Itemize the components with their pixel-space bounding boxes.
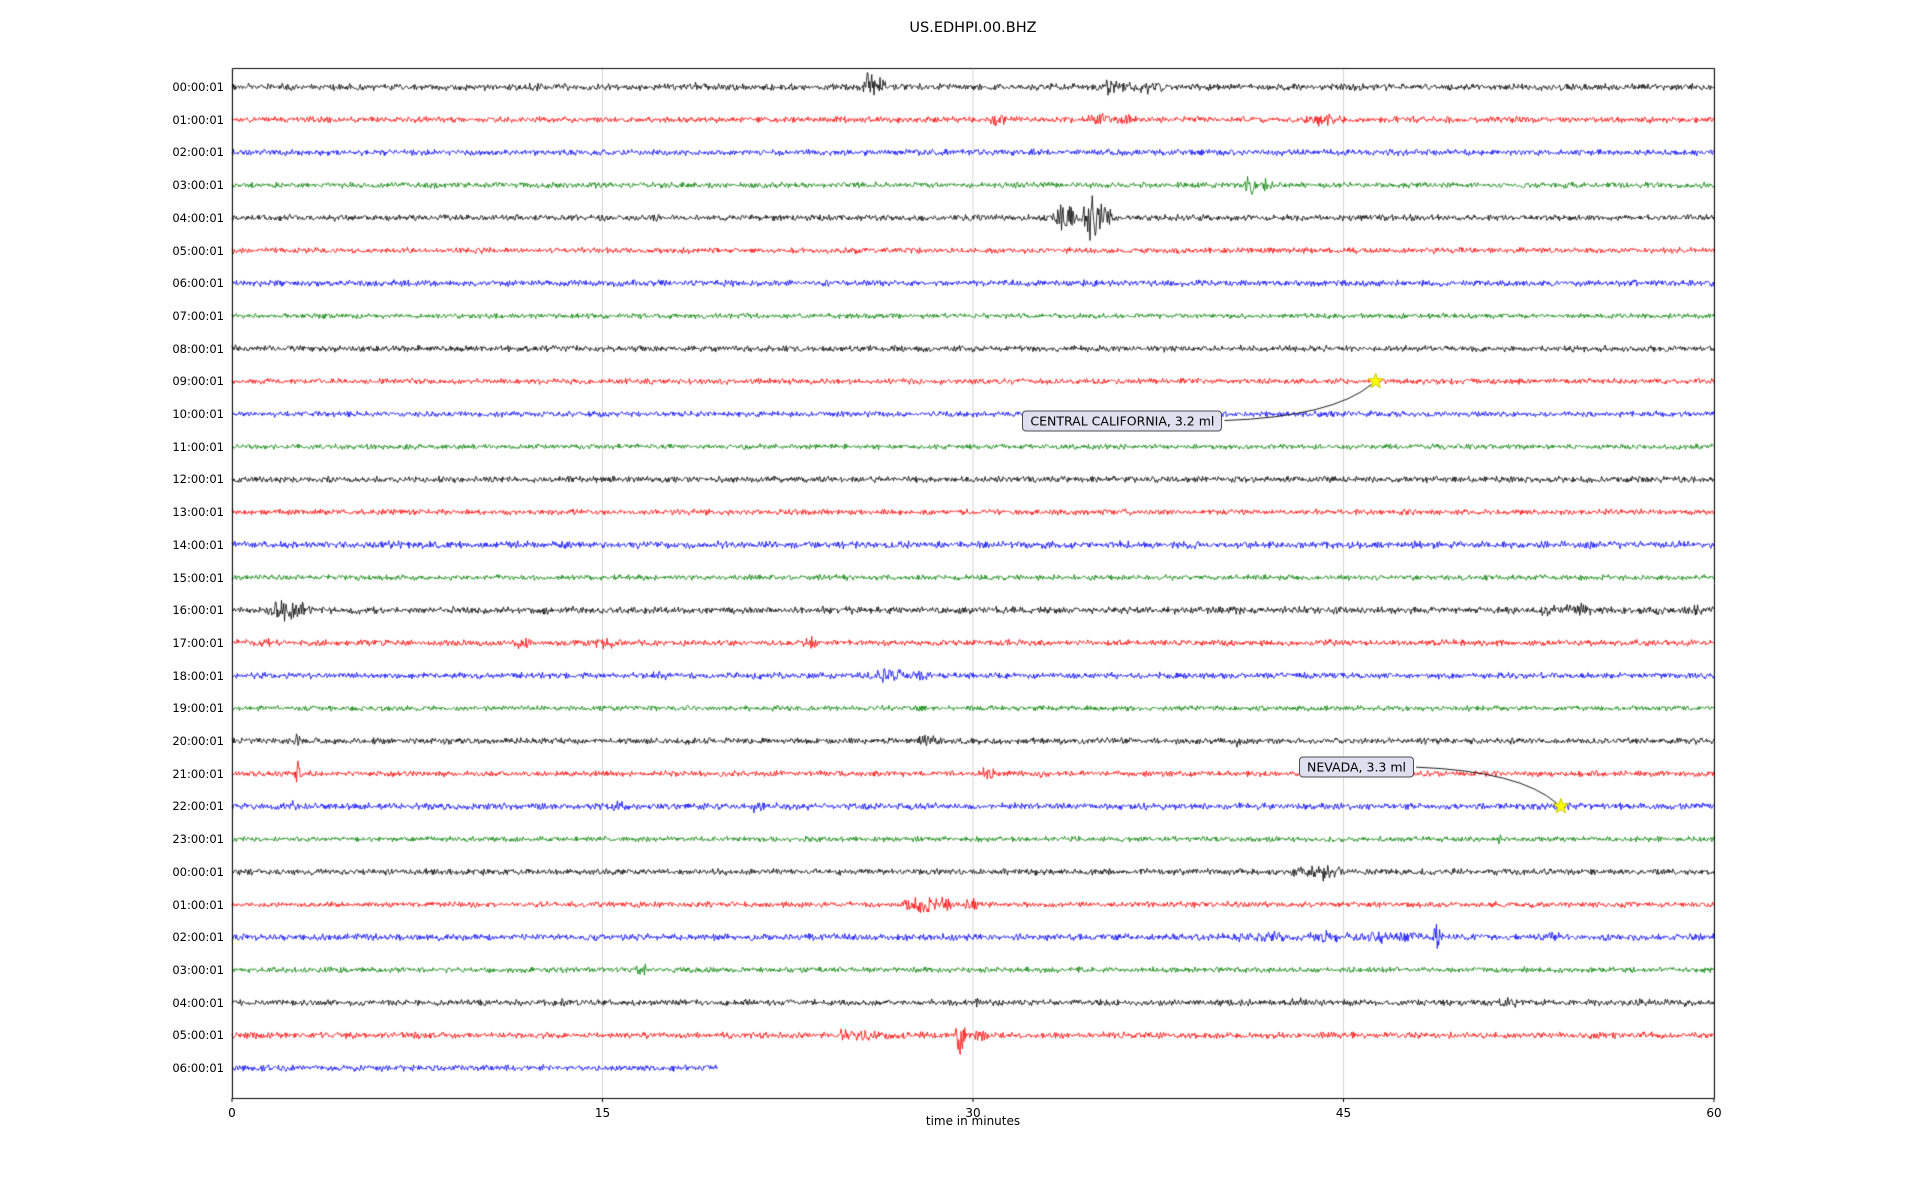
x-tick-label: 30 [965,1106,981,1120]
x-tick-label: 15 [594,1106,611,1120]
y-tick-label: 04:00:01 [172,210,224,225]
y-tick-label: 07:00:01 [172,308,224,323]
event-label-nevada: NEVADA, 3.3 ml [1299,756,1414,778]
y-tick-label: 12:00:01 [172,472,224,487]
chart-title: US.EDHPI.00.BHZ [909,20,1037,36]
y-tick-label: 21:00:01 [172,766,224,781]
y-tick-label: 06:00:01 [172,276,224,291]
y-tick-label: 13:00:01 [172,505,224,520]
y-tick-label: 16:00:01 [172,603,224,618]
y-tick-label: 00:00:01 [172,864,224,879]
y-tick-label: 14:00:01 [172,537,224,552]
x-tick-label: 60 [1706,1106,1722,1120]
y-tick-label: 15:00:01 [172,570,224,585]
y-tick-label: 00:00:01 [172,80,224,94]
x-tick-label: 45 [1335,1106,1352,1120]
y-tick-label: 02:00:01 [172,930,224,945]
y-tick-label: 11:00:01 [172,439,224,454]
event-label-central-california: CENTRAL CALIFORNIA, 3.2 ml [1022,410,1223,432]
y-tick-label: 05:00:01 [172,1028,224,1043]
y-tick-label: 08:00:01 [172,341,224,356]
y-tick-label: 20:00:01 [172,734,224,748]
y-tick-label: 22:00:01 [172,799,224,814]
y-tick-label: 17:00:01 [172,635,224,650]
y-tick-label: 06:00:01 [172,1061,224,1075]
y-tick-label: 04:00:01 [172,995,224,1010]
y-tick-label: 09:00:01 [172,374,224,389]
y-tick-label: 02:00:01 [172,145,224,160]
y-tick-label: 03:00:01 [172,962,224,977]
y-tick-label: 05:00:01 [172,243,224,258]
y-tick-label: 19:00:01 [172,701,224,716]
x-axis-label: time in minutes [925,1114,1021,1128]
y-tick-label: 01:00:01 [172,112,224,127]
y-tick-label: 01:00:01 [172,897,224,912]
y-tick-label: 03:00:01 [172,178,224,193]
y-tick-label: 10:00:01 [172,407,224,421]
y-tick-label: 18:00:01 [172,668,224,683]
x-tick-label: 0 [228,1106,236,1120]
y-tick-label: 23:00:01 [172,832,224,847]
